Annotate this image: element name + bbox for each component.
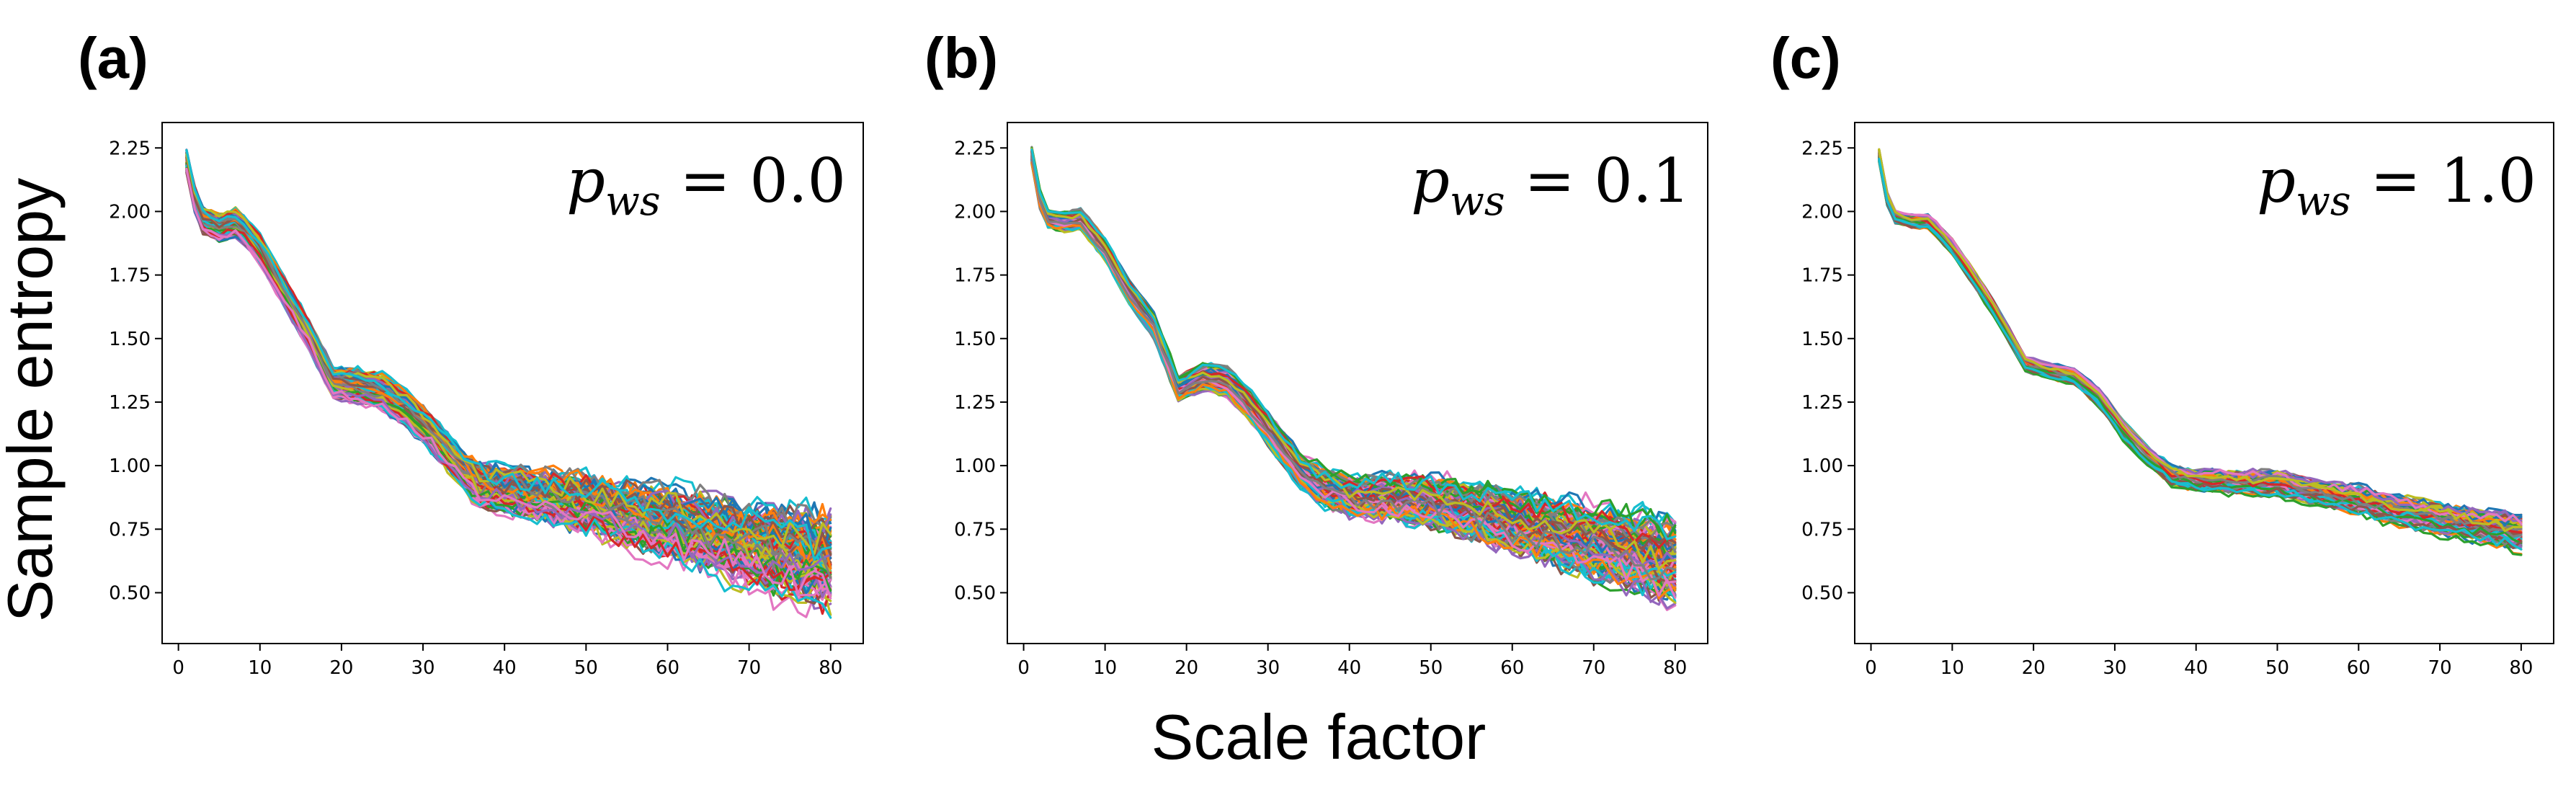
y-tick-label: 0.50 bbox=[1801, 582, 1843, 604]
x-tick-label: 50 bbox=[2265, 657, 2289, 679]
y-tick-label: 0.75 bbox=[1801, 519, 1843, 540]
series-line bbox=[185, 156, 832, 570]
y-tick-label: 1.00 bbox=[954, 455, 996, 477]
y-tick-label: 1.25 bbox=[954, 392, 996, 414]
x-tick-label: 70 bbox=[1582, 657, 1605, 679]
x-tick-label: 10 bbox=[248, 657, 272, 679]
plot-frame bbox=[161, 122, 864, 644]
x-tick-label: 30 bbox=[2103, 657, 2126, 679]
y-tick-label: 1.50 bbox=[954, 329, 996, 350]
x-tick-label: 10 bbox=[1093, 657, 1117, 679]
x-tick-label: 40 bbox=[1337, 657, 1361, 679]
y-tick-label: 2.25 bbox=[1801, 138, 1843, 159]
chart-panel-1: (a) 0 10 20 30 40 50 60 70 80 0.50 0.75 1.00 1.25 1.50… bbox=[78, 26, 864, 679]
panel-annotation: pws = 0.1 bbox=[1411, 146, 1690, 225]
series-line bbox=[185, 164, 832, 619]
chart-panel-2: (b) 0 10 20 30 40 50 60 70 80 0.50 0.75 1.00 1.25 1.50… bbox=[924, 26, 1708, 679]
series-line bbox=[185, 167, 832, 600]
panel-label: (b) bbox=[924, 26, 998, 90]
x-tick-label: 60 bbox=[1500, 657, 1524, 679]
series-line bbox=[1030, 148, 1677, 540]
x-tick-label: 50 bbox=[1419, 657, 1443, 679]
x-tick-label: 60 bbox=[2347, 657, 2371, 679]
y-tick-label: 1.25 bbox=[1801, 392, 1843, 414]
series-line bbox=[185, 155, 832, 546]
series-line bbox=[1878, 159, 2523, 556]
y-tick-label: 0.75 bbox=[954, 519, 996, 540]
y-tick-label: 2.25 bbox=[109, 138, 151, 159]
x-tick-label: 60 bbox=[656, 657, 679, 679]
x-axis-title: Scale factor bbox=[1151, 701, 1487, 773]
x-tick-label: 20 bbox=[1175, 657, 1198, 679]
series-line bbox=[1878, 149, 2523, 533]
x-tick-label: 50 bbox=[574, 657, 598, 679]
series-line bbox=[1030, 147, 1677, 571]
series-line bbox=[1878, 150, 2523, 525]
x-tick-label: 30 bbox=[411, 657, 434, 679]
chart-panel-3: (c) 0 10 20 30 40 50 60 70 80 0.50 0.75 1.00 1.25 1.50… bbox=[1770, 26, 2554, 679]
y-tick-label: 1.25 bbox=[109, 392, 151, 414]
series-line bbox=[1030, 159, 1677, 577]
y-tick-label: 1.75 bbox=[954, 265, 996, 287]
x-tick-label: 20 bbox=[2022, 657, 2046, 679]
series-line bbox=[1030, 161, 1677, 600]
panel-annotation: pws = 0.0 bbox=[566, 146, 846, 225]
series-group bbox=[1030, 146, 1677, 612]
y-tick-label: 2.00 bbox=[954, 201, 996, 223]
panel-label: (c) bbox=[1770, 26, 1841, 90]
y-tick-label: 0.50 bbox=[109, 582, 151, 604]
series-line bbox=[185, 148, 832, 561]
y-tick-label: 0.50 bbox=[954, 582, 996, 604]
x-tick-label: 0 bbox=[1865, 657, 1877, 679]
y-tick-label: 1.50 bbox=[1801, 329, 1843, 350]
series-group bbox=[185, 148, 832, 619]
plot-frame bbox=[1007, 122, 1708, 644]
x-tick-label: 40 bbox=[2184, 657, 2208, 679]
y-tick-label: 2.00 bbox=[1801, 201, 1843, 223]
y-tick-label: 1.50 bbox=[109, 329, 151, 350]
y-tick-label: 0.75 bbox=[109, 519, 151, 540]
x-tick-label: 80 bbox=[2509, 657, 2533, 679]
y-axis-title: Sample entropy bbox=[0, 178, 66, 622]
series-line bbox=[1030, 153, 1677, 581]
x-tick-label: 70 bbox=[737, 657, 761, 679]
plot-frame bbox=[1854, 122, 2554, 644]
y-tick-label: 2.25 bbox=[954, 138, 996, 159]
x-tick-label: 40 bbox=[493, 657, 517, 679]
series-group bbox=[1878, 148, 2523, 556]
y-tick-label: 2.00 bbox=[109, 201, 151, 223]
series-line bbox=[1878, 158, 2523, 556]
y-tick-label: 1.75 bbox=[109, 265, 151, 287]
x-tick-label: 10 bbox=[1940, 657, 1964, 679]
x-tick-label: 70 bbox=[2428, 657, 2452, 679]
x-tick-label: 0 bbox=[1017, 657, 1030, 679]
y-tick-label: 1.00 bbox=[1801, 455, 1843, 477]
x-tick-label: 80 bbox=[1663, 657, 1687, 679]
series-line bbox=[1878, 158, 2523, 551]
chart-panels: (a) 0 10 20 30 40 50 60 70 80 0.50 0.75 1.00 1.25 1.50… bbox=[78, 26, 2554, 679]
x-tick-label: 20 bbox=[329, 657, 353, 679]
panel-label: (a) bbox=[78, 26, 148, 90]
y-tick-label: 1.00 bbox=[109, 455, 151, 477]
x-tick-label: 0 bbox=[172, 657, 184, 679]
panel-annotation: pws = 1.0 bbox=[2257, 146, 2536, 225]
y-tick-label: 1.75 bbox=[1801, 265, 1843, 287]
series-line bbox=[185, 169, 832, 592]
x-tick-label: 80 bbox=[819, 657, 842, 679]
x-tick-label: 30 bbox=[1256, 657, 1280, 679]
